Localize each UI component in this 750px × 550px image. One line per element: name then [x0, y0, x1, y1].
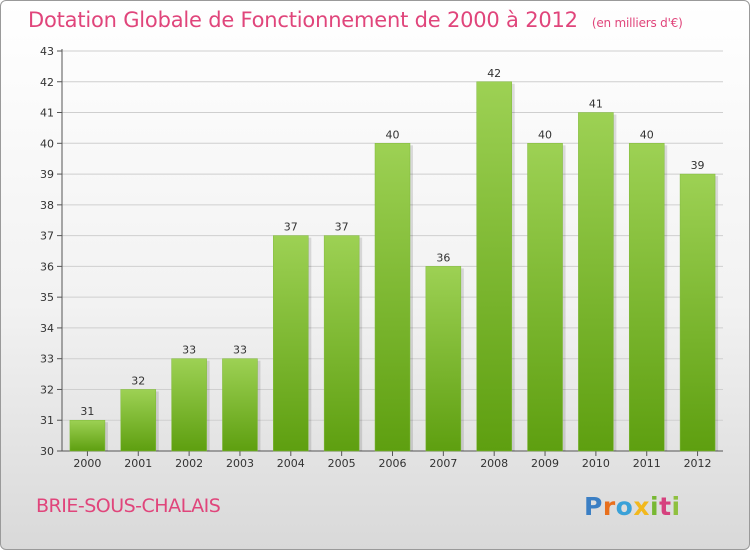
bar-2005: [323, 235, 360, 452]
value-label: 36: [436, 251, 450, 264]
bar-2008: [476, 81, 512, 452]
x-tick-label: 2002: [175, 457, 203, 470]
x-tick-label: 2006: [379, 457, 407, 470]
value-label: 39: [691, 159, 705, 172]
y-tick-label: 43: [40, 45, 54, 58]
y-tick-label: 41: [40, 107, 54, 120]
logo-letter: i: [650, 492, 660, 521]
bar-2006: [374, 143, 411, 452]
y-tick-label: 36: [40, 260, 54, 273]
logo-letter: r: [602, 492, 616, 521]
bar-2001: [120, 389, 157, 452]
x-tick-label: 2003: [226, 457, 254, 470]
bar-2004: [273, 235, 309, 452]
logo-letter: P: [584, 492, 603, 521]
bar-2007: [425, 266, 462, 452]
value-label: 37: [284, 221, 298, 234]
x-tick-label: 2004: [277, 457, 305, 470]
value-label: 42: [487, 67, 501, 80]
value-label: 41: [589, 98, 603, 111]
x-tick-label: 2008: [480, 457, 508, 470]
labels: 30 31 32 33 34 35 36 37 38 39 40 41 42 43 31 2000 32 2001…: [40, 45, 712, 470]
bar-2012: [679, 173, 716, 452]
value-label: 40: [538, 128, 552, 141]
x-tick-label: 2001: [124, 457, 152, 470]
y-tick-label: 30: [40, 445, 54, 458]
logo-letter: i: [671, 492, 681, 521]
x-tick-label: 2005: [328, 457, 356, 470]
proxiti-logo: Proxiti: [584, 492, 681, 521]
value-label: 33: [182, 344, 196, 357]
bar-2000: [69, 419, 106, 452]
value-label: 37: [335, 221, 349, 234]
chart-title-text: Dotation Globale de Fonctionnement de 20…: [28, 8, 578, 32]
x-tick-label: 2009: [531, 457, 559, 470]
y-tick-label: 34: [40, 322, 54, 335]
bar-2009: [527, 143, 563, 452]
y-tick-label: 38: [40, 199, 54, 212]
bar-2003: [222, 358, 258, 452]
commune-name: BRIE-SOUS-CHALAIS: [36, 495, 221, 517]
bar-2011: [628, 143, 665, 452]
y-tick-label: 35: [40, 291, 54, 304]
logo-letter: t: [659, 492, 672, 521]
x-tick-label: 2007: [429, 457, 457, 470]
y-tick-label: 37: [40, 230, 54, 243]
chart-title: Dotation Globale de Fonctionnement de 20…: [28, 8, 683, 32]
x-tick-label: 2011: [633, 457, 661, 470]
x-tick-label: 2010: [582, 457, 610, 470]
logo-letter: x: [633, 492, 650, 521]
y-tick-label: 31: [40, 414, 54, 427]
y-tick-label: 42: [40, 76, 54, 89]
bars: [69, 81, 719, 452]
value-label: 40: [386, 128, 400, 141]
value-label: 31: [80, 405, 94, 418]
value-label: 40: [640, 128, 654, 141]
y-tick-label: 33: [40, 353, 54, 366]
x-tick-label: 2012: [684, 457, 712, 470]
value-label: 32: [131, 374, 145, 387]
x-tick-label: 2000: [73, 457, 101, 470]
bar-2002: [171, 358, 207, 452]
logo-letter: o: [615, 492, 634, 521]
y-tick-label: 39: [40, 168, 54, 181]
chart-unit: (en milliers d'€): [591, 16, 683, 30]
y-tick-label: 32: [40, 383, 54, 396]
y-tick-label: 40: [40, 137, 54, 150]
bar-2010: [578, 112, 614, 452]
value-label: 33: [233, 344, 247, 357]
